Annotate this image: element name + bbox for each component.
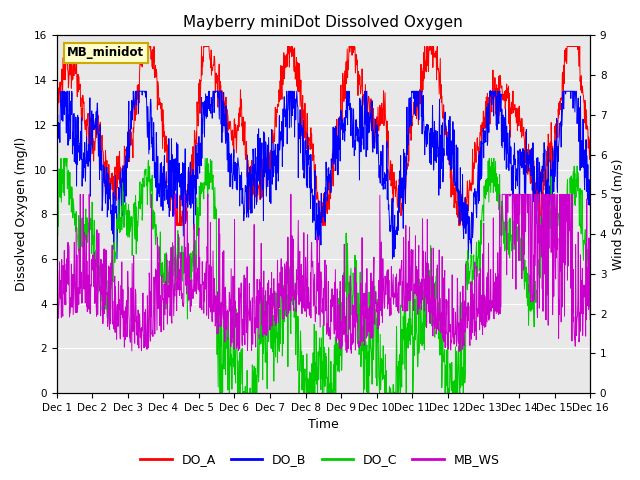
DO_B (586, 197, 594, 203)
DO_A (173, 223, 180, 228)
Legend: DO_A, DO_B, DO_C, MB_WS: DO_A, DO_B, DO_C, MB_WS (136, 448, 504, 471)
DO_B (113, 256, 121, 262)
MB_WS (348, 350, 355, 356)
DO_C (232, 380, 239, 386)
DO_B (57, 88, 65, 94)
MB_WS (477, 265, 484, 271)
Line: DO_C: DO_C (56, 158, 590, 393)
MB_WS (586, 317, 594, 323)
Line: MB_WS: MB_WS (56, 194, 590, 353)
DO_B (477, 145, 484, 151)
DO_A (159, 146, 166, 152)
Line: DO_A: DO_A (56, 47, 590, 226)
DO_A (232, 121, 239, 127)
DO_B (159, 208, 167, 214)
DO_A (52, 121, 60, 127)
MB_WS (407, 296, 415, 301)
MB_WS (172, 273, 179, 278)
DO_C (586, 250, 594, 256)
DO_C (477, 254, 484, 260)
DO_C (216, 390, 224, 396)
MB_WS (76, 192, 84, 197)
DO_C (524, 302, 531, 308)
Y-axis label: Wind Speed (m/s): Wind Speed (m/s) (612, 158, 625, 270)
DO_A (524, 147, 531, 153)
Title: Mayberry miniDot Dissolved Oxygen: Mayberry miniDot Dissolved Oxygen (184, 15, 463, 30)
DO_A (172, 205, 179, 211)
DO_C (172, 244, 179, 250)
X-axis label: Time: Time (308, 419, 339, 432)
DO_B (524, 156, 531, 162)
DO_A (407, 117, 415, 123)
MB_WS (232, 298, 239, 304)
DO_B (52, 123, 60, 129)
Y-axis label: Dissolved Oxygen (mg/l): Dissolved Oxygen (mg/l) (15, 137, 28, 291)
DO_C (407, 316, 415, 322)
MB_WS (524, 210, 531, 216)
MB_WS (52, 249, 60, 255)
Text: MB_minidot: MB_minidot (67, 46, 145, 59)
DO_B (232, 176, 239, 181)
MB_WS (159, 297, 166, 302)
DO_A (586, 137, 594, 143)
DO_B (172, 173, 180, 179)
DO_A (61, 44, 68, 49)
DO_B (407, 121, 415, 127)
DO_C (159, 260, 166, 265)
DO_A (477, 130, 484, 135)
DO_C (52, 233, 60, 239)
DO_C (57, 156, 65, 161)
Line: DO_B: DO_B (56, 91, 590, 259)
